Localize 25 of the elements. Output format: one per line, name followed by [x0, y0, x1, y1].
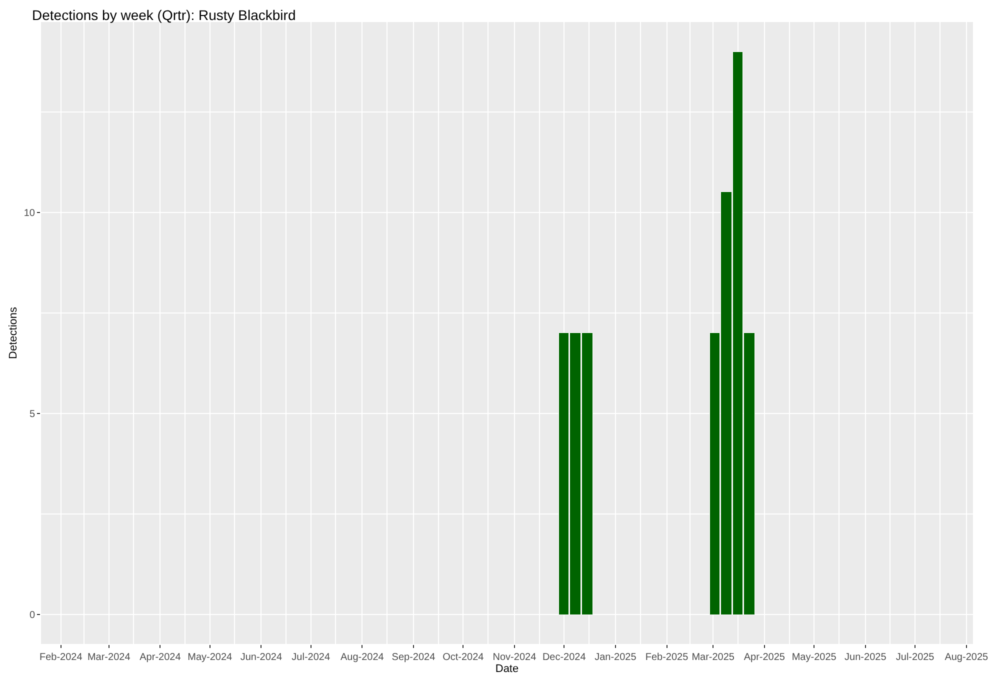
y-tick-label: 5: [29, 409, 36, 420]
x-tick-label: Jun-2024: [240, 652, 282, 663]
x-tick-label: May-2024: [188, 652, 233, 663]
chart-title: Detections by week (Qrtr): Rusty Blackbird: [32, 7, 296, 24]
x-tick-label: Jan-2025: [594, 652, 637, 663]
x-tick-label: Nov-2024: [492, 652, 537, 663]
x-axis-title: Date: [495, 663, 519, 676]
x-tick-label: Dec-2024: [542, 652, 586, 663]
x-tick-label: Jul-2025: [896, 652, 935, 663]
y-tick-label: 10: [24, 208, 36, 220]
y-axis-title: Detections: [8, 306, 20, 359]
x-tick-label: Mar-2024: [87, 652, 131, 663]
x-tick-label: May-2025: [792, 652, 837, 663]
x-tick-label: Aug-2025: [944, 652, 988, 663]
x-tick-label: Jul-2024: [292, 652, 330, 663]
x-tick-label: Aug-2024: [340, 652, 384, 663]
x-tick-label: Jun-2025: [844, 652, 887, 663]
x-tick-label: Oct-2024: [442, 652, 484, 663]
x-tick-label: Feb-2024: [39, 652, 83, 663]
x-tick-label: Feb-2025: [645, 652, 689, 663]
y-tick-label: 0: [29, 610, 36, 622]
x-tick-label: Mar-2025: [692, 652, 735, 663]
x-tick-label: Sep-2024: [392, 652, 436, 663]
x-tick-label: Apr-2024: [140, 652, 182, 663]
x-tick-label: Apr-2025: [744, 652, 786, 663]
